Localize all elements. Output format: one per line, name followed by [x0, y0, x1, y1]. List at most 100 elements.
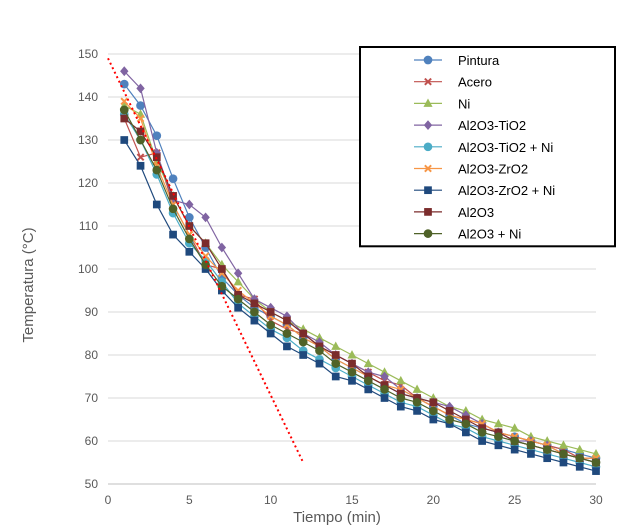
data-point [266, 320, 276, 330]
data-point [331, 351, 340, 359]
x-tick-label: 10 [264, 493, 278, 507]
data-point [527, 450, 535, 458]
legend-marker [423, 142, 433, 152]
x-tick-label: 25 [508, 493, 522, 507]
legend: Pintura Acero Ni Al2O3-TiO2 Al2O3-TiO2 + Ni A… [359, 46, 616, 248]
data-point [250, 316, 259, 325]
data-point [380, 371, 389, 382]
data-point [266, 329, 275, 338]
data-point [184, 234, 194, 244]
data-point [510, 436, 520, 446]
legend-label: Al2O3 + Ni [458, 227, 521, 242]
data-point [266, 308, 275, 316]
legend-label: Pintura [458, 53, 500, 68]
legend-marker [424, 164, 432, 173]
legend-item: Al2O3-TiO2 [414, 118, 526, 133]
legend-marker [424, 186, 432, 195]
data-point [217, 242, 227, 253]
data-point [168, 204, 178, 214]
data-point [510, 423, 520, 432]
y-tick-label: 60 [85, 434, 99, 448]
data-point [379, 367, 390, 376]
data-point [120, 136, 129, 144]
y-tick-label: 140 [78, 90, 98, 104]
data-point [218, 265, 226, 273]
data-point [558, 440, 569, 449]
x-tick-label: 30 [589, 493, 603, 507]
data-point [136, 161, 145, 170]
x-axis-title: Tiempo (min) [293, 509, 381, 526]
data-point [477, 428, 487, 437]
x-tick-label: 5 [186, 493, 193, 507]
data-point [364, 385, 373, 394]
data-point [543, 454, 552, 463]
legend-marker [424, 77, 432, 86]
data-point [428, 406, 438, 416]
y-tick-label: 70 [85, 391, 99, 405]
legend-item: Acero [414, 75, 492, 90]
legend-label: Acero [458, 75, 492, 90]
data-point [282, 329, 292, 338]
legend-marker [423, 98, 433, 107]
data-point [591, 458, 601, 467]
legend-label: Al2O3-TiO2 [458, 118, 526, 133]
legend-label: Ni [458, 96, 470, 111]
legend-marker [423, 229, 433, 238]
data-point [575, 444, 585, 454]
data-point [461, 419, 471, 429]
data-point [185, 247, 194, 256]
data-point [201, 239, 210, 248]
data-point [136, 83, 145, 94]
legend-label: Al2O3-TiO2 + Ni [458, 140, 553, 155]
legend-item: Al2O3 + Ni [414, 227, 521, 242]
data-point [348, 359, 356, 368]
legend-item: Ni [414, 96, 470, 111]
data-point [445, 415, 454, 424]
data-point [120, 66, 129, 77]
x-tick-label: 15 [345, 493, 359, 507]
data-point [120, 114, 129, 123]
data-point [493, 418, 503, 428]
data-point [412, 384, 422, 393]
data-point [314, 332, 325, 342]
legend-marker [424, 208, 432, 216]
y-tick-label: 150 [78, 47, 98, 61]
legend-box [359, 46, 616, 248]
legend-marker [423, 55, 433, 65]
y-tick-labels: 50 60 70 80 90 100 110 120 130 140 150 [78, 47, 98, 491]
data-point [299, 351, 308, 359]
data-point [315, 359, 324, 368]
data-point [169, 192, 177, 200]
data-point [363, 358, 373, 368]
data-point [348, 376, 356, 385]
data-point [169, 230, 177, 239]
data-point [152, 131, 162, 141]
data-point [542, 445, 552, 454]
data-point [234, 303, 242, 312]
data-point [136, 153, 145, 162]
y-tick-label: 110 [79, 219, 98, 233]
data-point [347, 367, 357, 377]
series-8 [119, 105, 601, 467]
data-point [152, 165, 162, 175]
x-tick-label: 20 [427, 493, 441, 507]
y-tick-label: 100 [78, 262, 98, 276]
x-tick-labels: 0 5 10 15 20 25 30 [105, 493, 603, 507]
data-point [136, 127, 145, 136]
data-point [396, 393, 406, 403]
legend-label: Al2O3-ZrO2 [458, 162, 528, 177]
data-point [136, 101, 145, 110]
legend-item: Al2O3-TiO2 + Ni [414, 140, 553, 155]
legend-item: Al2O3 [414, 205, 494, 220]
y-axis-title: Temperatura (°C) [20, 227, 37, 342]
data-point [136, 114, 145, 123]
data-point [347, 350, 357, 359]
data-point [429, 415, 438, 424]
data-point [298, 337, 308, 347]
y-tick-label: 80 [85, 348, 99, 362]
data-point [184, 213, 194, 222]
data-point [413, 407, 421, 415]
data-point [119, 105, 129, 115]
data-point [462, 428, 470, 437]
data-point [331, 359, 341, 368]
